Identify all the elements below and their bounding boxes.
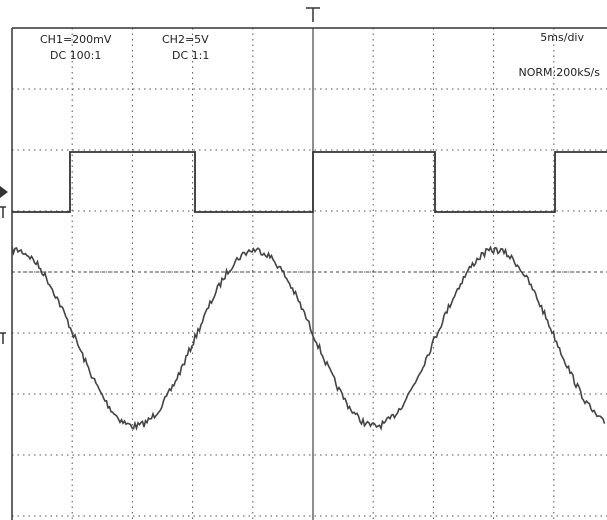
- timebase: 5ms/div: [540, 31, 584, 44]
- oscilloscope-screen: CH1=200mV DC 100:1 CH2=5V DC 1:1 5ms/div…: [0, 0, 607, 520]
- ch2-coupling: DC 1:1: [172, 49, 209, 62]
- acquisition-mode: NORM:200kS/s: [518, 66, 600, 79]
- background: [0, 0, 607, 520]
- ch1-scale: CH1=200mV: [40, 33, 112, 46]
- ch2-scale: CH2=5V: [162, 33, 209, 46]
- ch1-coupling: DC 100:1: [50, 49, 101, 62]
